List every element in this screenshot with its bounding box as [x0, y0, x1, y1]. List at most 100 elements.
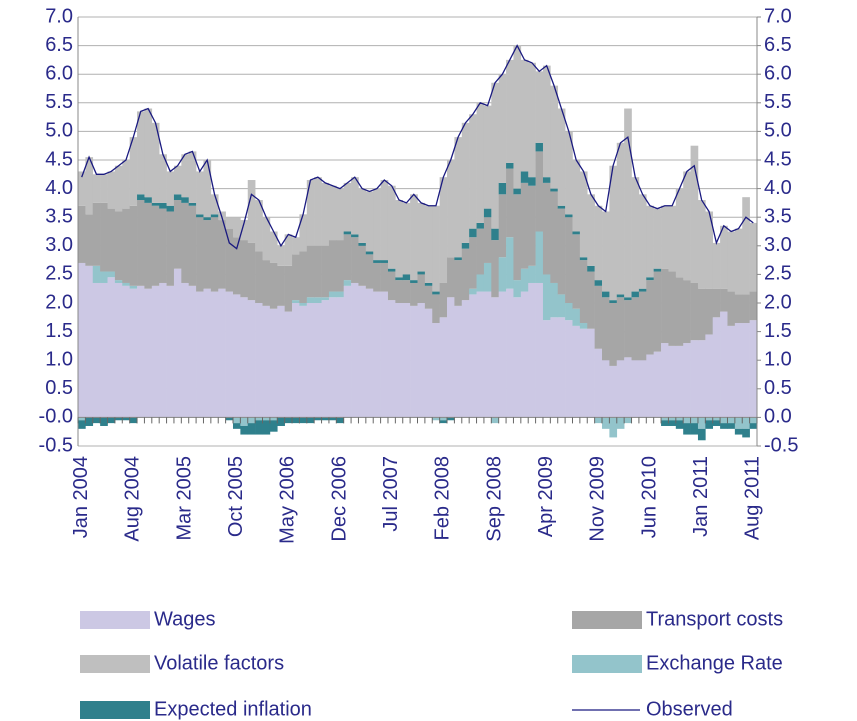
bar-segment [520, 291, 529, 418]
bar-segment [196, 171, 204, 215]
x-tick-label: Feb 2008 [432, 456, 454, 541]
bar-segment [232, 237, 241, 295]
bar-segment [336, 417, 344, 424]
bar-segment [542, 182, 551, 275]
bar-segment [520, 59, 529, 172]
bar-segment [624, 108, 632, 298]
bar-segment [181, 282, 190, 418]
bar-segment [476, 291, 485, 418]
bar-segment [277, 305, 285, 418]
bar-segment [365, 251, 374, 255]
bar-segment [432, 294, 440, 324]
bar-segment [469, 237, 477, 289]
bar-segment [587, 328, 595, 418]
bar-segment [520, 182, 529, 269]
bar-segment [609, 165, 618, 301]
bar-segment [262, 305, 271, 418]
y2-tick-label: 5.0 [764, 120, 792, 142]
bar-segment [137, 285, 145, 418]
bar-segment [594, 205, 603, 281]
bar-segment [483, 291, 492, 418]
bar-segment [675, 417, 684, 421]
bar-segment [454, 305, 463, 418]
bar-segment [572, 231, 581, 235]
bar-segment [720, 225, 728, 289]
bar-segment [292, 237, 300, 255]
y-tick-label: 2.0 [45, 291, 73, 313]
bar-segment [742, 417, 750, 429]
bar-segment [594, 280, 603, 286]
bar-segment [151, 285, 160, 418]
y2-tick-label: 0.0 [764, 406, 792, 428]
bar-segment [373, 262, 381, 292]
bar-segment [255, 200, 263, 252]
bar-segment [683, 343, 691, 418]
bar-segment [579, 323, 588, 329]
x-tick-label: Oct 2005 [225, 456, 247, 537]
bar-segment [432, 323, 440, 418]
bar-segment [454, 260, 463, 306]
bar-segment [343, 182, 352, 232]
bar-segment [255, 420, 263, 435]
bar-segment [557, 208, 566, 295]
x-tick-label: Apr 2009 [535, 456, 557, 537]
bar-segment [240, 425, 249, 435]
bar-segment [85, 417, 94, 426]
bar-segment [269, 308, 278, 418]
bar-segment [343, 234, 352, 281]
bar-segment [314, 245, 322, 298]
bar-segment [528, 265, 536, 283]
bar-segment [513, 280, 522, 298]
bar-segment [225, 417, 234, 421]
bar-segment [306, 303, 315, 418]
bar-segment [675, 277, 684, 346]
bar-segment [299, 251, 308, 303]
bar-segment [483, 262, 492, 292]
bar-segment [461, 122, 470, 243]
bar-segment [550, 191, 559, 283]
bar-segment [129, 285, 138, 289]
bar-segment [749, 423, 758, 429]
bar-segment [336, 297, 344, 418]
bar-segment [336, 240, 344, 292]
bar-segment [328, 240, 337, 292]
bar-segment [417, 303, 426, 418]
bar-segment [218, 220, 226, 289]
bar-segment [173, 194, 182, 201]
bar-segment [181, 197, 190, 203]
bar-segment [565, 214, 573, 218]
y-tick-label: 1.0 [45, 348, 73, 370]
bar-segment [365, 254, 374, 289]
bar-segment [712, 420, 721, 426]
bar-segment [181, 154, 190, 198]
bar-segment [92, 282, 101, 418]
bar-segment [646, 277, 654, 281]
bar-segment [247, 300, 256, 418]
bar-segment [491, 417, 499, 424]
bar-segment [683, 417, 691, 424]
bar-segment [269, 231, 278, 263]
bar-segment [78, 417, 86, 421]
bar-segment [653, 351, 662, 418]
bar-segment [572, 308, 581, 326]
bar-segment [675, 420, 684, 429]
bar-segment [203, 220, 212, 289]
bar-segment [351, 282, 359, 418]
bar-segment [646, 280, 654, 355]
bar-segment [572, 234, 581, 309]
bar-segment [78, 171, 86, 206]
bar-segment [705, 420, 714, 429]
bar-segment [579, 260, 588, 324]
bar-segment [727, 417, 736, 424]
bar-segment [712, 417, 721, 421]
bar-segment [410, 305, 418, 418]
legend-swatch [80, 655, 150, 673]
bar-segment [122, 417, 130, 421]
bar-segment [122, 282, 130, 286]
bar-segment [292, 417, 300, 424]
bar-segment [262, 217, 271, 261]
y-tick-label: 4.0 [45, 177, 73, 199]
bar-segment [432, 417, 440, 421]
bar-segment [262, 260, 271, 306]
bar-segment [550, 188, 559, 192]
